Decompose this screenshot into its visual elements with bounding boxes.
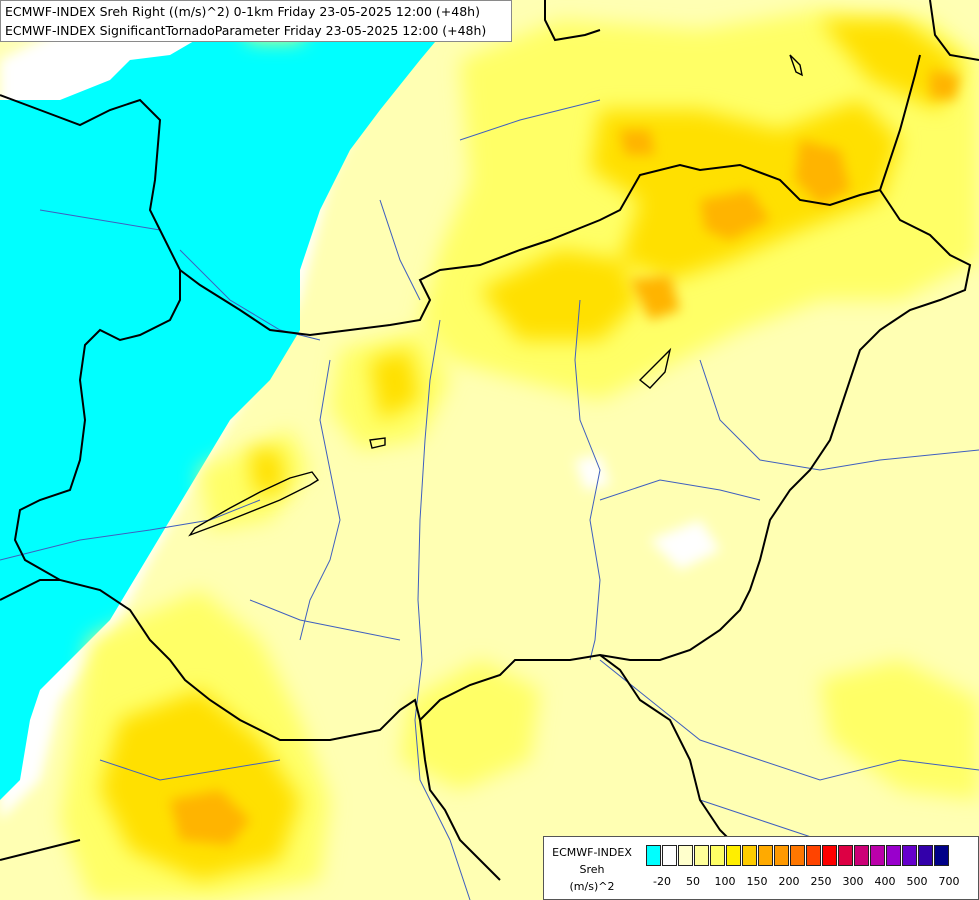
title-line-sreh: ECMWF-INDEX Sreh Right ((m/s)^2) 0-1km F…: [5, 4, 480, 19]
legend-swatch: [870, 845, 885, 866]
legend-tick-label: 700: [938, 875, 960, 888]
legend-swatch: [854, 845, 869, 866]
legend-tick-label: 300: [842, 875, 864, 888]
river-network: [0, 99, 979, 900]
legend-swatch: [646, 845, 661, 866]
legend-swatch: [694, 845, 709, 866]
legend-parameter: Sreh: [579, 863, 605, 876]
legend-tick-label: -20: [653, 875, 671, 888]
legend-unit: (m/s)^2: [569, 880, 615, 893]
legend-tick-label: 200: [778, 875, 800, 888]
legend-swatch: [822, 845, 837, 866]
legend-tick-label: 400: [874, 875, 896, 888]
legend-tick-label: 100: [714, 875, 736, 888]
legend-tick-label: 500: [906, 875, 928, 888]
legend-swatch: [918, 845, 933, 866]
field-negative-sreh: [0, 0, 470, 800]
legend-tick-label: 150: [746, 875, 768, 888]
map-title-box: ECMWF-INDEX Sreh Right ((m/s)^2) 0-1km F…: [0, 0, 512, 42]
legend-swatch: [710, 845, 725, 866]
title-line-stp: ECMWF-INDEX SignificantTornadoParameter …: [5, 23, 487, 38]
legend-swatch: [838, 845, 853, 866]
color-legend: ECMWF-INDEX Sreh (m/s)^2 -20 50 100 150 200 2…: [543, 836, 979, 900]
legend-tick-label: 50: [686, 875, 700, 888]
legend-swatch: [758, 845, 773, 866]
legend-swatch: [774, 845, 789, 866]
legend-swatch: [806, 845, 821, 866]
legend-title: ECMWF-INDEX: [552, 846, 632, 859]
legend-swatch: [726, 845, 741, 866]
legend-tick-label: 250: [810, 875, 832, 888]
legend-swatch: [886, 845, 901, 866]
legend-swatch: [742, 845, 757, 866]
field-elevated-sreh: [100, 20, 960, 880]
legend-swatch: [934, 845, 949, 866]
legend-swatch: [662, 845, 677, 866]
country-borders: [0, 0, 979, 881]
legend-swatch: [678, 845, 693, 866]
field-high-sreh: [170, 70, 960, 845]
legend-swatch: [902, 845, 917, 866]
legend-swatch: [790, 845, 805, 866]
